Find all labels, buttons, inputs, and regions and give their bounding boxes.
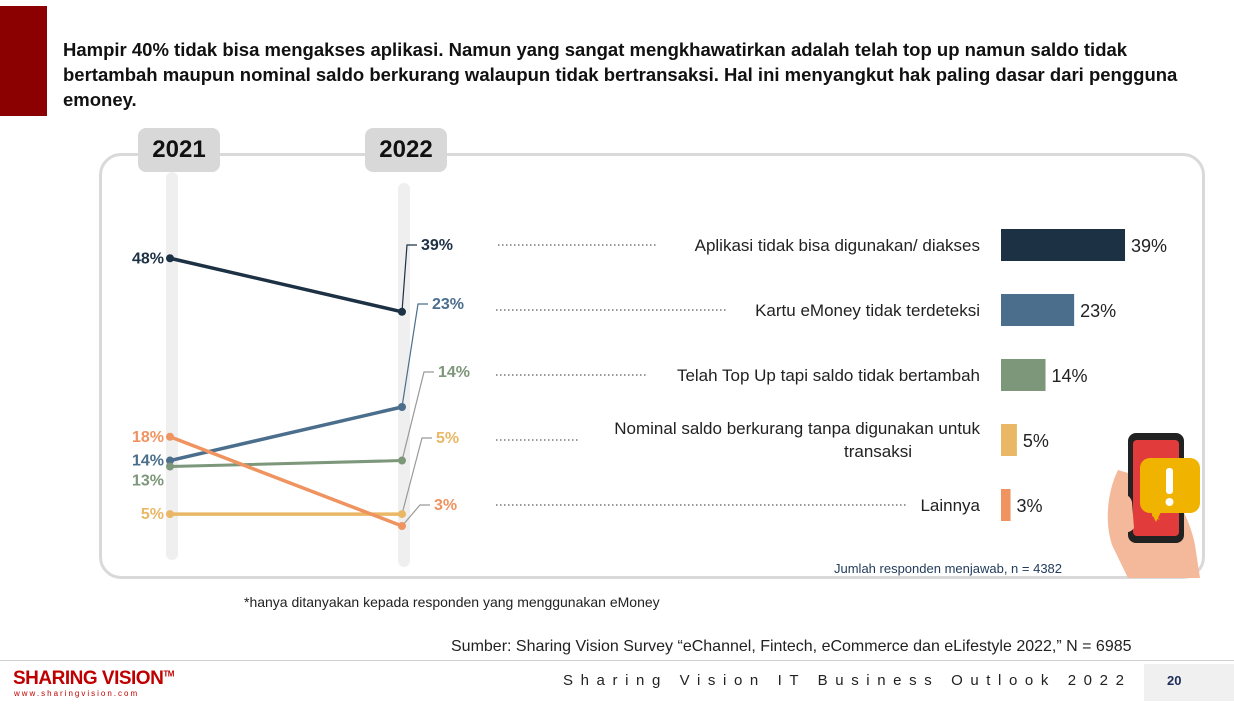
bar-category-label: Kartu eMoney tidak terdeteksi (755, 301, 980, 320)
footnote: *hanya ditanyakan kepada responden yang … (244, 594, 660, 610)
respondents-note: Jumlah responden menjawab, n = 4382 (834, 561, 1063, 576)
bar-category-label: Telah Top Up tapi saldo tidak bertambah (677, 366, 980, 385)
series-label-2022: 23% (432, 296, 464, 313)
series-connector (401, 303, 428, 408)
bar-value-label: 39% (1131, 236, 1167, 256)
series-label-2022: 3% (434, 497, 457, 514)
bar (1001, 489, 1011, 521)
series-line (168, 459, 404, 468)
series-point (166, 510, 174, 519)
footer-divider (0, 660, 1234, 661)
phone-alert-icon (1107, 433, 1200, 578)
series-label-2021: 13% (132, 473, 164, 490)
footer-title: Sharing Vision IT Business Outlook 2022 (563, 672, 1132, 689)
brand-logo: SHARING VISIONTM (13, 668, 174, 690)
series-label-2022: 14% (438, 364, 470, 381)
logo-tm: TM (163, 669, 174, 679)
series-point (398, 456, 406, 465)
bar-category-label: Aplikasi tidak bisa digunakan/ diakses (695, 236, 980, 255)
series-label-2021: 48% (132, 250, 164, 267)
series-point (398, 510, 406, 519)
source-citation: Sumber: Sharing Vision Survey “eChannel,… (451, 638, 1132, 655)
bar (1001, 294, 1075, 326)
series-line (168, 256, 404, 314)
series-connector (401, 437, 432, 515)
series-point (398, 307, 406, 316)
series-point (166, 462, 174, 471)
year-track-2021 (166, 172, 178, 560)
bar (1001, 359, 1046, 391)
series-label-2021: 18% (132, 429, 164, 446)
series-point (166, 456, 174, 465)
bar-category-label: Lainnya (920, 496, 980, 515)
headline: Hampir 40% tidak bisa mengakses aplikasi… (63, 39, 1178, 110)
year-track-2022 (398, 183, 410, 567)
series-connector (401, 244, 417, 312)
series-connector (401, 504, 430, 527)
bar (1001, 424, 1017, 456)
series-line (168, 435, 404, 528)
series-connector (401, 371, 434, 461)
series-point (398, 403, 406, 411)
bar-value-label: 5% (1023, 431, 1049, 451)
bar-value-label: 14% (1052, 366, 1088, 386)
series-label-2022: 5% (436, 430, 459, 447)
series-line (168, 405, 404, 463)
bar-chart: Aplikasi tidak bisa digunakan/ diakses 39… (496, 229, 1167, 521)
bar-value-label: 23% (1080, 301, 1116, 321)
bar-value-label: 3% (1017, 496, 1043, 516)
series-label-2021: 5% (141, 506, 164, 523)
series-point (166, 432, 174, 441)
bar (1001, 229, 1126, 261)
page-number-box (1144, 664, 1234, 701)
logo-url: www.sharingvision.com (14, 689, 140, 698)
series-label-2022: 39% (421, 237, 453, 254)
year-tab-2022: 2022 (365, 128, 447, 172)
bar-category-label: Nominal saldo berkurang tanpa digunakan … (614, 419, 980, 461)
logo-text: SHARING VISION (13, 668, 164, 689)
slope-chart: 48% 39% 14% 23% 13% 14% 5% 5% 18% 3% (132, 237, 470, 530)
page-number: 20 (1167, 673, 1182, 688)
series-point (398, 522, 406, 530)
year-tab-2021: 2021 (138, 128, 220, 172)
series-label-2021: 14% (132, 453, 164, 470)
series-point (166, 254, 174, 263)
accent-bar (0, 6, 47, 116)
